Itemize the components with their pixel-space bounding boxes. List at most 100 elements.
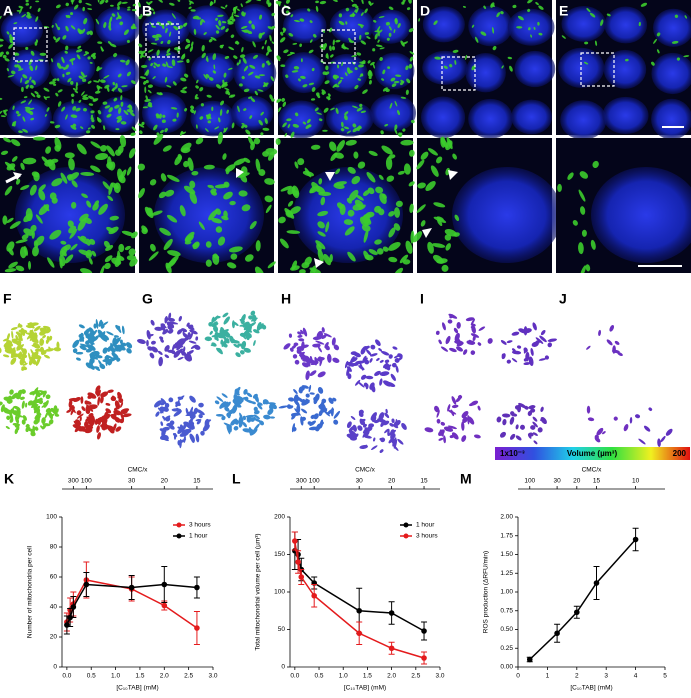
- mitochondrion: [249, 220, 257, 230]
- mitochondrion: [64, 50, 68, 54]
- mitochondrion: [0, 44, 4, 48]
- y-tick-label: 1.50: [500, 551, 513, 558]
- mitochondrion: [114, 104, 120, 109]
- render-blob: [79, 345, 87, 351]
- render-blob: [217, 347, 223, 354]
- mitochondrion: [311, 67, 315, 72]
- mitochondrion: [285, 74, 289, 78]
- mitochondrion: [117, 1, 122, 7]
- render-blob: [469, 402, 475, 407]
- panel-label: B: [142, 3, 152, 19]
- mitochondrion: [78, 99, 82, 103]
- mitochondrion: [181, 54, 186, 60]
- render-blob: [30, 428, 35, 435]
- render-blob: [28, 358, 34, 366]
- mitochondrion: [653, 38, 657, 44]
- mitochondrion: [284, 132, 287, 137]
- mitochondrion: [299, 269, 306, 273]
- render-blob: [72, 339, 80, 348]
- mitochondrion: [176, 112, 179, 118]
- mitochondrion: [368, 150, 378, 157]
- x-tick-label: 0: [516, 673, 520, 680]
- mitochondrion: [337, 64, 340, 69]
- render-blob: [286, 404, 292, 409]
- mitochondrion: [345, 21, 348, 25]
- x2-tick-label: 20: [161, 478, 169, 485]
- mitochondrion: [0, 150, 9, 155]
- render-blob: [94, 418, 98, 426]
- mitochondrion: [388, 210, 395, 217]
- render-blob: [392, 437, 397, 447]
- mitochondrion: [209, 1, 214, 6]
- render-blob: [99, 419, 105, 423]
- mitochondrion: [67, 77, 72, 83]
- mitochondrion: [24, 79, 30, 85]
- mitochondrion: [0, 110, 3, 116]
- render-blob: [237, 343, 242, 347]
- x-tick-label: 2.0: [387, 673, 396, 680]
- mitochondrion: [70, 25, 76, 30]
- mitochondrion: [45, 96, 51, 99]
- mitochondrion: [264, 195, 273, 203]
- mitochondrion: [118, 243, 125, 253]
- render-blob: [532, 421, 538, 428]
- mitochondrion: [322, 129, 328, 132]
- mitochondrion: [165, 52, 171, 56]
- render-blob: [461, 411, 469, 419]
- mitochondrion: [277, 106, 282, 113]
- panel-label: M: [460, 471, 472, 487]
- mitochondrion: [128, 248, 136, 256]
- mitochondrion: [578, 189, 586, 202]
- mitochondrion: [60, 240, 67, 245]
- mitochondrion: [91, 250, 97, 257]
- render-blob: [379, 359, 384, 363]
- render-blob: [391, 432, 396, 439]
- mitochondrion: [181, 147, 191, 154]
- mitochondrion: [238, 190, 248, 197]
- mitochondrion: [148, 0, 153, 5]
- render-blob: [308, 384, 312, 393]
- x2-axis-label: CMC/x: [355, 467, 376, 474]
- render-blob: [434, 405, 440, 413]
- mitochondrion: [0, 51, 4, 56]
- mitochondrion: [309, 20, 313, 24]
- mitochondrion: [475, 36, 479, 43]
- mitochondrion: [100, 144, 107, 152]
- mitochondrion: [360, 24, 363, 29]
- mitochondrion: [237, 105, 240, 113]
- mitochondrion: [332, 0, 338, 2]
- render-blob: [104, 418, 108, 425]
- render-blob: [462, 416, 468, 423]
- mitochondrion: [18, 5, 24, 9]
- mitochondrion: [408, 63, 413, 69]
- colorbar: [495, 447, 690, 460]
- mitochondrion: [319, 0, 327, 5]
- render-blob: [90, 354, 96, 363]
- mitochondrion: [316, 92, 320, 97]
- render-blob: [146, 339, 149, 347]
- render-blob: [77, 426, 81, 432]
- data-point: [421, 628, 427, 634]
- mitochondrion: [90, 165, 101, 173]
- mitochondrion: [500, 11, 504, 15]
- data-point: [421, 655, 427, 661]
- render-blob: [44, 409, 50, 419]
- nucleus: [602, 96, 649, 135]
- render-blob: [270, 402, 277, 410]
- mitochondrion: [282, 122, 287, 128]
- render-blob: [66, 409, 72, 413]
- mitochondrion: [345, 139, 357, 146]
- render-blob: [596, 427, 604, 436]
- mitochondrion: [262, 127, 270, 131]
- mitochondrion: [78, 0, 82, 4]
- mitochondrion: [400, 40, 405, 47]
- mitochondrion: [65, 114, 68, 120]
- mitochondrion: [225, 4, 228, 8]
- mitochondrion: [271, 12, 275, 17]
- mitochondrion: [402, 128, 406, 132]
- mitochondrion: [118, 107, 122, 114]
- mitochondrion: [224, 87, 230, 91]
- mitochondrion: [326, 52, 329, 60]
- render-blob: [447, 319, 453, 324]
- panel-label: J: [559, 291, 567, 307]
